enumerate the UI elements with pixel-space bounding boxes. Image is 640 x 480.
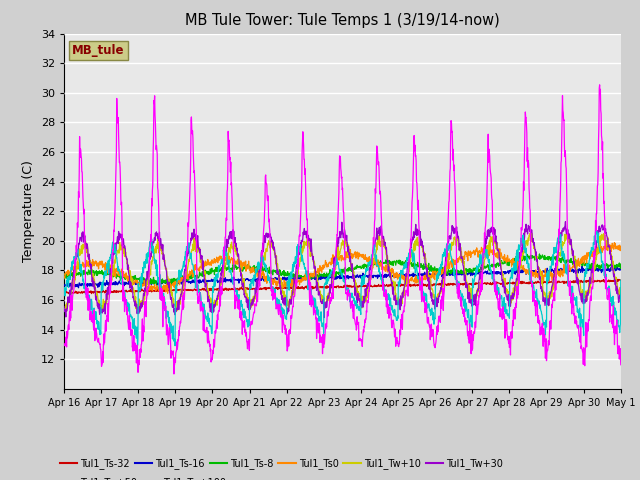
Legend: Tul1_Tw+50, Tul1_Tw+100: Tul1_Tw+50, Tul1_Tw+100	[56, 473, 230, 480]
Legend: Tul1_Ts-32, Tul1_Ts-16, Tul1_Ts-8, Tul1_Ts0, Tul1_Tw+10, Tul1_Tw+30: Tul1_Ts-32, Tul1_Ts-16, Tul1_Ts-8, Tul1_…	[56, 454, 507, 473]
Title: MB Tule Tower: Tule Temps 1 (3/19/14-now): MB Tule Tower: Tule Temps 1 (3/19/14-now…	[185, 13, 500, 28]
Y-axis label: Temperature (C): Temperature (C)	[22, 160, 35, 262]
Text: MB_tule: MB_tule	[72, 44, 125, 57]
